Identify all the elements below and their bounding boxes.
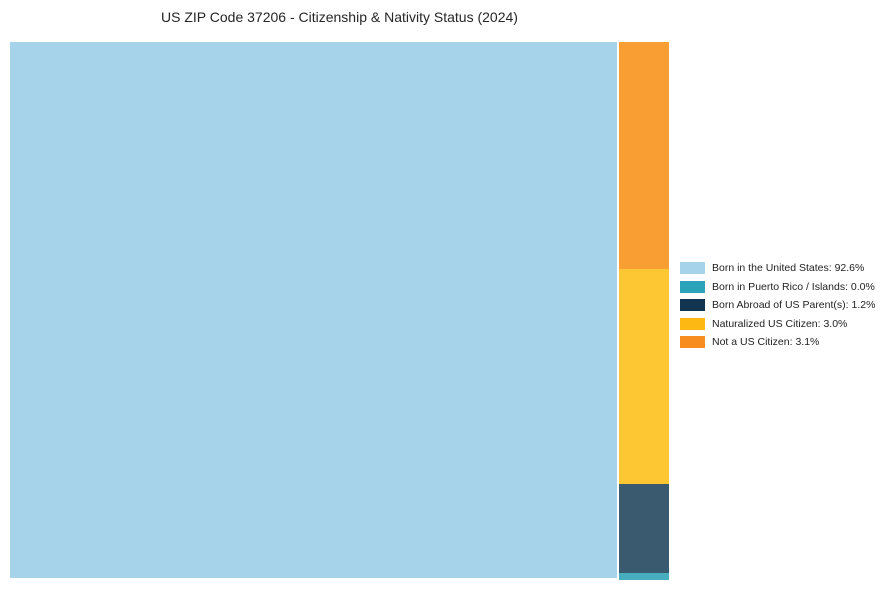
legend-swatch-naturalized — [680, 317, 705, 330]
treemap-tile-born-in-us — [10, 42, 617, 578]
treemap-tile-not-a-us-citizen — [619, 42, 669, 269]
legend-swatch-not-citizen — [680, 336, 705, 349]
treemap-tile-born-puerto-rico-islands — [619, 573, 669, 580]
legend-item-not-citizen: Not a US Citizen: 3.1% — [680, 336, 875, 349]
legend-item-born-puerto-rico: Born in Puerto Rico / Islands: 0.0% — [680, 280, 875, 293]
legend-label-born-abroad: Born Abroad of US Parent(s): 1.2% — [712, 299, 876, 312]
legend-item-born-in-us: Born in the United States: 92.6% — [680, 262, 875, 274]
legend-swatch-born-in-us — [680, 262, 705, 274]
chart-legend: Born in the United States: 92.6% Born in… — [680, 262, 876, 349]
legend-swatch-born-abroad — [680, 299, 705, 312]
legend-swatch-born-puerto-rico — [680, 280, 705, 293]
legend-label-born-in-us: Born in the United States: 92.6% — [712, 262, 865, 274]
legend-item-born-abroad: Born Abroad of US Parent(s): 1.2% — [680, 299, 876, 312]
legend-item-naturalized: Naturalized US Citizen: 3.0% — [680, 317, 875, 330]
treemap-tile-born-abroad-us-parents — [619, 484, 669, 573]
chart-title: US ZIP Code 37206 - Citizenship & Nativi… — [161, 9, 518, 25]
legend-label-naturalized: Naturalized US Citizen: 3.0% — [712, 317, 848, 330]
legend-label-not-citizen: Not a US Citizen: 3.1% — [712, 336, 820, 349]
legend-label-born-puerto-rico: Born in Puerto Rico / Islands: 0.0% — [712, 280, 875, 293]
treemap-tile-naturalized-us-citizen — [619, 269, 669, 484]
